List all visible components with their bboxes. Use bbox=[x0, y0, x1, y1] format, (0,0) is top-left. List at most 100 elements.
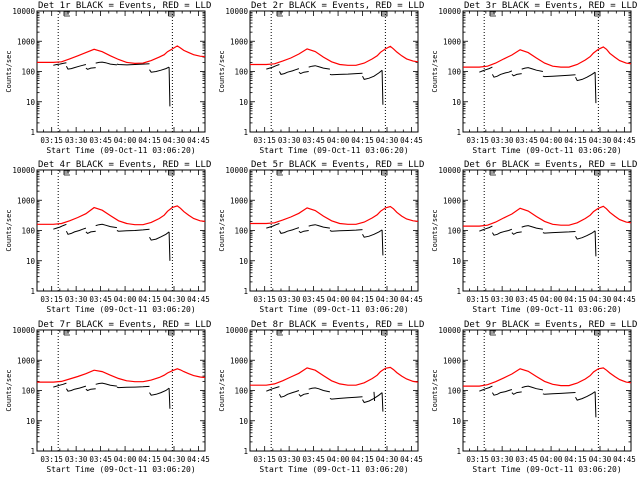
x-tick-label: 04:30 bbox=[589, 295, 612, 304]
events-series-segment bbox=[575, 71, 596, 82]
x-tick-label: 03:30 bbox=[278, 295, 301, 304]
x-tick-label: 04:00 bbox=[327, 136, 350, 145]
panel-det-7: Det 7r BLACK = Events, RED = LLD 1 10 100 10… bbox=[5, 320, 211, 474]
panel-event-marker bbox=[380, 170, 388, 176]
x-tick-label: 04:30 bbox=[163, 136, 186, 145]
events-series-segment bbox=[511, 231, 522, 235]
panel-event-marker bbox=[593, 170, 601, 176]
events-series-segment bbox=[266, 386, 280, 392]
x-tick-label: 03:45 bbox=[302, 295, 325, 304]
events-series-segment bbox=[168, 388, 171, 409]
events-series-segment bbox=[65, 227, 87, 235]
x-tick-label: 04:00 bbox=[114, 295, 137, 304]
events-series-segment bbox=[479, 66, 493, 73]
panel-title: Det 8r BLACK = Events, RED = LLD bbox=[251, 320, 424, 330]
x-tick-label: 04:45 bbox=[187, 455, 210, 464]
x-tick-label: 04:15 bbox=[351, 295, 374, 304]
x-axis-title: Start Time (09-Oct-11 03:06:20) bbox=[46, 146, 195, 155]
x-axis-title: Start Time (09-Oct-11 03:06:20) bbox=[472, 146, 621, 155]
y-axis-title: Counts/sec bbox=[218, 209, 226, 251]
panel-event-marker bbox=[63, 11, 70, 17]
y-tick-label: 1 bbox=[456, 128, 461, 137]
x-tick-label: 04:15 bbox=[564, 455, 587, 464]
x-tick-label: 03:15 bbox=[40, 136, 63, 145]
events-series-segment bbox=[53, 62, 67, 66]
panel-event-marker bbox=[276, 11, 283, 17]
panel-event-marker bbox=[380, 330, 388, 336]
events-series-segment bbox=[168, 67, 171, 107]
y-tick-label: 100 bbox=[234, 387, 248, 396]
lld-series-line bbox=[37, 205, 206, 226]
x-tick-label: 03:45 bbox=[515, 295, 538, 304]
x-tick-label: 04:00 bbox=[540, 295, 563, 304]
y-tick-label: 10000 bbox=[12, 326, 35, 335]
events-series-segment bbox=[329, 72, 363, 76]
y-axis-title: Counts/sec bbox=[431, 369, 439, 411]
events-series-segment bbox=[479, 385, 493, 392]
y-tick-label: 10 bbox=[239, 98, 249, 107]
x-tick-label: 03:45 bbox=[302, 455, 325, 464]
panel-event-marker bbox=[167, 11, 175, 17]
events-series-segment bbox=[594, 72, 597, 104]
panel-det-5: Det 5r BLACK = Events, RED = LLD 1 10 100 10… bbox=[218, 160, 424, 314]
y-tick-label: 1000 bbox=[230, 37, 249, 46]
events-series-segment bbox=[308, 387, 331, 393]
y-tick-label: 10 bbox=[26, 257, 36, 266]
x-tick-label: 03:15 bbox=[466, 455, 489, 464]
panel-title: Det 1r BLACK = Events, RED = LLD bbox=[38, 1, 211, 11]
y-tick-label: 1 bbox=[30, 447, 35, 456]
events-series-segment bbox=[521, 67, 543, 72]
events-series-segment bbox=[266, 223, 280, 229]
x-tick-label: 04:15 bbox=[351, 455, 374, 464]
events-series-segment bbox=[266, 64, 280, 70]
events-series-segment bbox=[308, 224, 330, 229]
events-series-segment bbox=[373, 391, 376, 402]
x-tick-label: 03:30 bbox=[278, 136, 301, 145]
events-series-segment bbox=[85, 388, 96, 392]
y-tick-label: 10 bbox=[452, 417, 462, 426]
y-tick-label: 10 bbox=[452, 257, 462, 266]
events-series-segment bbox=[362, 392, 383, 404]
events-series-segment bbox=[149, 66, 170, 73]
x-tick-label: 03:30 bbox=[65, 455, 88, 464]
panel-det-4: Det 4r BLACK = Events, RED = LLD 1 10 100 10… bbox=[5, 160, 211, 314]
y-tick-label: 1 bbox=[456, 447, 461, 456]
x-tick-label: 04:00 bbox=[540, 136, 563, 145]
panel-event-marker bbox=[489, 330, 496, 336]
x-tick-label: 03:45 bbox=[302, 136, 325, 145]
events-series-segment bbox=[53, 223, 67, 230]
y-tick-label: 100 bbox=[234, 227, 248, 236]
x-tick-label: 03:45 bbox=[89, 295, 112, 304]
y-tick-label: 1 bbox=[243, 287, 248, 296]
y-tick-label: 1 bbox=[30, 287, 35, 296]
panel-title: Det 9r BLACK = Events, RED = LLD bbox=[464, 320, 637, 330]
x-tick-label: 03:45 bbox=[515, 455, 538, 464]
y-tick-label: 100 bbox=[447, 387, 461, 396]
x-tick-label: 04:00 bbox=[327, 295, 350, 304]
events-series-segment bbox=[308, 65, 330, 70]
x-axis-title: Start Time (09-Oct-11 03:06:20) bbox=[46, 465, 195, 474]
y-tick-label: 1 bbox=[30, 128, 35, 137]
x-tick-label: 04:15 bbox=[564, 136, 587, 145]
x-tick-label: 04:15 bbox=[351, 136, 374, 145]
y-tick-label: 10000 bbox=[438, 326, 461, 335]
events-series-segment bbox=[542, 392, 576, 395]
x-axis-title: Start Time (09-Oct-11 03:06:20) bbox=[46, 305, 195, 314]
y-tick-label: 1000 bbox=[17, 196, 36, 205]
x-tick-label: 04:45 bbox=[400, 295, 423, 304]
y-axis-title: Counts/sec bbox=[431, 50, 439, 92]
panel-event-marker bbox=[489, 170, 496, 176]
x-tick-label: 04:30 bbox=[589, 136, 612, 145]
y-tick-label: 1 bbox=[243, 447, 248, 456]
x-axis-title: Start Time (09-Oct-11 03:06:20) bbox=[259, 465, 408, 474]
y-tick-label: 100 bbox=[234, 68, 248, 77]
y-tick-label: 10000 bbox=[438, 7, 461, 16]
x-tick-label: 04:00 bbox=[114, 455, 137, 464]
panel-det-3: Det 3r BLACK = Events, RED = LLD 1 10 100 10… bbox=[431, 1, 637, 155]
events-series-segment bbox=[65, 385, 87, 392]
y-tick-label: 10 bbox=[26, 417, 36, 426]
y-axis-title: Counts/sec bbox=[218, 50, 226, 92]
x-tick-label: 04:45 bbox=[613, 136, 636, 145]
x-axis-title: Start Time (09-Oct-11 03:06:20) bbox=[259, 146, 408, 155]
x-tick-label: 03:45 bbox=[515, 136, 538, 145]
